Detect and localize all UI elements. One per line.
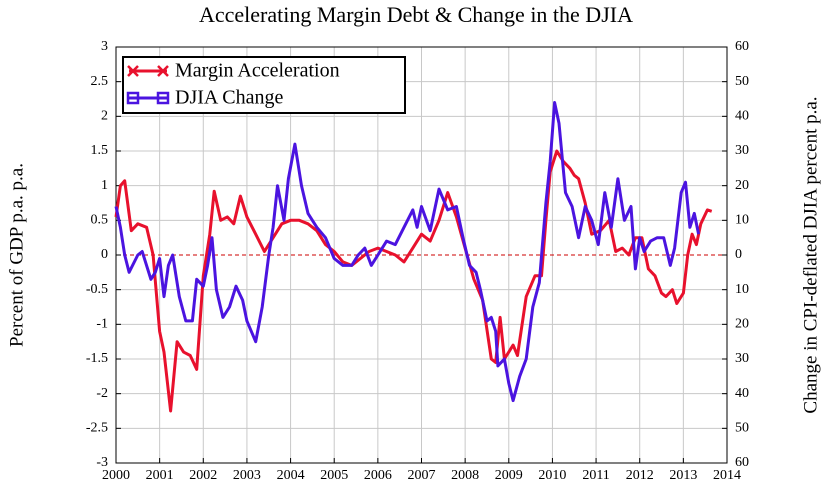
x-tick-label: 2005	[320, 468, 348, 483]
y-tick-label: 0	[101, 247, 108, 262]
y-tick-label: -0.5	[86, 282, 108, 297]
y-tick-label: 1.5	[91, 143, 109, 158]
chart-title: Accelerating Margin Debt & Change in the…	[199, 2, 633, 27]
y2-tick-label: 60	[735, 455, 749, 470]
y-tick-label: -2.5	[86, 421, 108, 436]
x-tick-label: 2014	[713, 468, 741, 483]
y2-tick-label: 40	[735, 386, 749, 401]
x-tick-label: 2004	[277, 468, 305, 483]
legend-label: Margin Acceleration	[175, 60, 340, 82]
y-tick-label: -3	[96, 455, 108, 470]
y-tick-label: -1.5	[86, 351, 108, 366]
y-tick-label: -2	[96, 386, 108, 401]
x-tick-label: 2012	[626, 468, 654, 483]
y2-tick-label: 0	[735, 247, 742, 262]
y2-tick-label: 20	[735, 178, 749, 193]
legend-marker	[126, 91, 140, 105]
y2-tick-label: 10	[735, 282, 749, 297]
y2-axis-label: Change in CPI-deflated DJIA percent p.a.	[800, 96, 821, 413]
x-tick-label: 2011	[582, 468, 609, 483]
y-tick-label: 2.5	[91, 74, 109, 89]
y2-tick-label: 10	[735, 213, 749, 228]
x-tick-label: 2003	[233, 468, 261, 483]
legend-label: DJIA Change	[175, 87, 283, 109]
y2-tick-label: 60	[735, 39, 749, 54]
x-tick-label: 2006	[364, 468, 392, 483]
x-tick-label: 2007	[408, 468, 436, 483]
x-tick-label: 2001	[146, 468, 174, 483]
series-line	[114, 101, 701, 403]
y2-tick-label: 50	[735, 74, 749, 89]
x-tick-label: 2008	[451, 468, 479, 483]
y2-tick-label: 50	[735, 421, 749, 436]
y2-tick-label: 20	[735, 317, 749, 332]
y2-tick-label: 30	[735, 143, 749, 158]
legend-marker	[157, 65, 169, 77]
x-tick-label: 2010	[538, 468, 566, 483]
legend-marker	[127, 65, 139, 77]
y-tick-label: 1	[101, 178, 108, 193]
x-tick-label: 2002	[189, 468, 217, 483]
x-tick-label: 2000	[102, 468, 130, 483]
x-tick-label: 2013	[669, 468, 697, 483]
y-tick-label: 0.5	[91, 213, 109, 228]
y-tick-label: -1	[96, 317, 108, 332]
legend-box	[122, 56, 406, 114]
plot-frame	[115, 46, 728, 464]
x-tick-label: 2009	[495, 468, 523, 483]
y-tick-label: 2	[101, 109, 108, 124]
y-axis-label: Percent of GDP p.a. p.a.	[6, 163, 27, 347]
y2-tick-label: 30	[735, 351, 749, 366]
y2-tick-label: 40	[735, 109, 749, 124]
y-tick-label: 3	[101, 39, 108, 54]
legend-marker	[156, 91, 170, 105]
